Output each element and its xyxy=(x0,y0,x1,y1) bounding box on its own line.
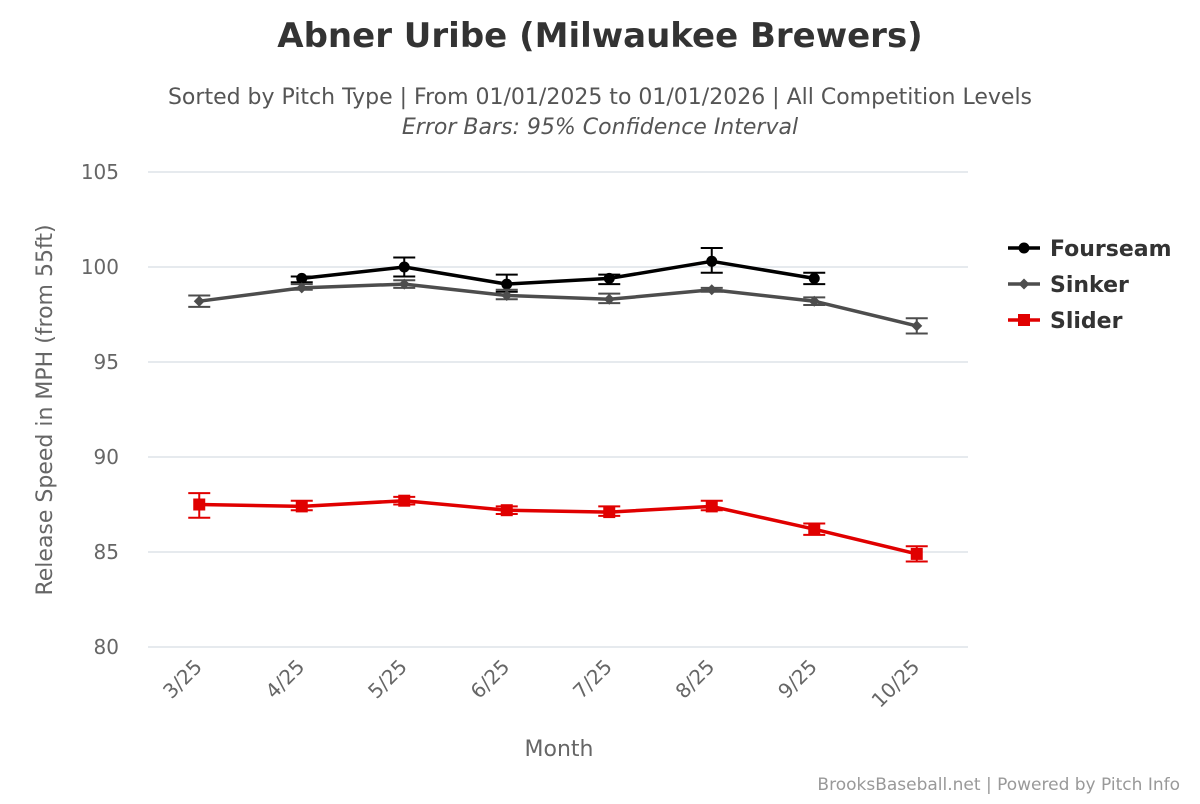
data-point[interactable] xyxy=(501,290,513,301)
x-tick-label: 6/25 xyxy=(466,655,515,704)
x-tick-label: 3/25 xyxy=(158,655,207,704)
legend-label: Fourseam xyxy=(1050,237,1172,262)
y-axis-label: Release Speed in MPH (from 55ft) xyxy=(33,224,58,595)
legend[interactable]: Fourseam Sinker Slider xyxy=(1008,237,1172,334)
data-point[interactable] xyxy=(911,320,923,332)
y-tick-label: 85 xyxy=(94,540,119,564)
chart-error-bars-note: Error Bars: 95% Confidence Interval xyxy=(402,115,798,140)
y-tick-label: 95 xyxy=(94,350,119,374)
series-slider xyxy=(188,492,928,563)
data-point[interactable] xyxy=(808,295,820,307)
data-point[interactable] xyxy=(398,494,411,507)
legend-label: Sinker xyxy=(1050,273,1129,298)
data-point[interactable] xyxy=(295,500,308,513)
data-point[interactable] xyxy=(296,272,308,284)
data-point[interactable] xyxy=(296,282,308,294)
data-point[interactable] xyxy=(398,278,410,290)
data-point[interactable] xyxy=(808,523,821,536)
x-tick-label: 4/25 xyxy=(261,655,310,704)
legend-item-sinker[interactable]: Sinker xyxy=(1008,273,1129,298)
legend-marker xyxy=(1018,278,1030,290)
y-tick-label: 80 xyxy=(94,635,119,659)
x-axis-label: Month xyxy=(525,737,594,762)
data-point[interactable] xyxy=(193,295,205,307)
data-point[interactable] xyxy=(193,498,206,511)
data-point[interactable] xyxy=(910,547,923,560)
y-tick-label: 90 xyxy=(94,445,119,469)
y-axis-ticks: 80 85 90 95 100 105 xyxy=(81,160,119,659)
legend-item-fourseam[interactable]: Fourseam xyxy=(1008,237,1172,262)
x-tick-label: 7/25 xyxy=(568,655,617,704)
x-tick-label: 10/25 xyxy=(867,655,925,713)
data-point[interactable] xyxy=(398,261,410,273)
x-tick-label: 5/25 xyxy=(363,655,412,704)
x-tick-label: 9/25 xyxy=(773,655,822,704)
x-tick-label: 8/25 xyxy=(671,655,720,704)
y-tick-label: 105 xyxy=(81,160,119,184)
data-point[interactable] xyxy=(603,293,615,305)
data-point[interactable] xyxy=(706,255,718,267)
legend-marker xyxy=(1018,242,1030,254)
data-point[interactable] xyxy=(603,272,615,284)
legend-marker xyxy=(1018,314,1030,326)
series-sinker xyxy=(188,278,928,335)
data-point[interactable] xyxy=(808,272,820,284)
data-point[interactable] xyxy=(500,504,513,517)
data-point[interactable] xyxy=(501,278,513,290)
chart-subtitle: Sorted by Pitch Type | From 01/01/2025 t… xyxy=(168,85,1032,110)
gridlines xyxy=(148,171,968,648)
chart-credits[interactable]: BrooksBaseball.net | Powered by Pitch In… xyxy=(817,775,1180,795)
series-line-sinker xyxy=(197,282,919,328)
y-tick-label: 100 xyxy=(81,255,119,279)
data-point[interactable] xyxy=(705,500,718,513)
x-axis-ticks: 3/25 4/25 5/25 6/25 7/25 8/25 9/25 10/25 xyxy=(158,655,924,713)
series-line-fourseam xyxy=(300,259,817,286)
data-point[interactable] xyxy=(706,284,718,296)
legend-item-slider[interactable]: Slider xyxy=(1008,309,1123,334)
series-layer xyxy=(188,247,928,563)
series-line-slider xyxy=(197,498,919,556)
legend-label: Slider xyxy=(1050,309,1123,334)
data-point[interactable] xyxy=(603,506,616,519)
chart-title: Abner Uribe (Milwaukee Brewers) xyxy=(277,16,922,56)
